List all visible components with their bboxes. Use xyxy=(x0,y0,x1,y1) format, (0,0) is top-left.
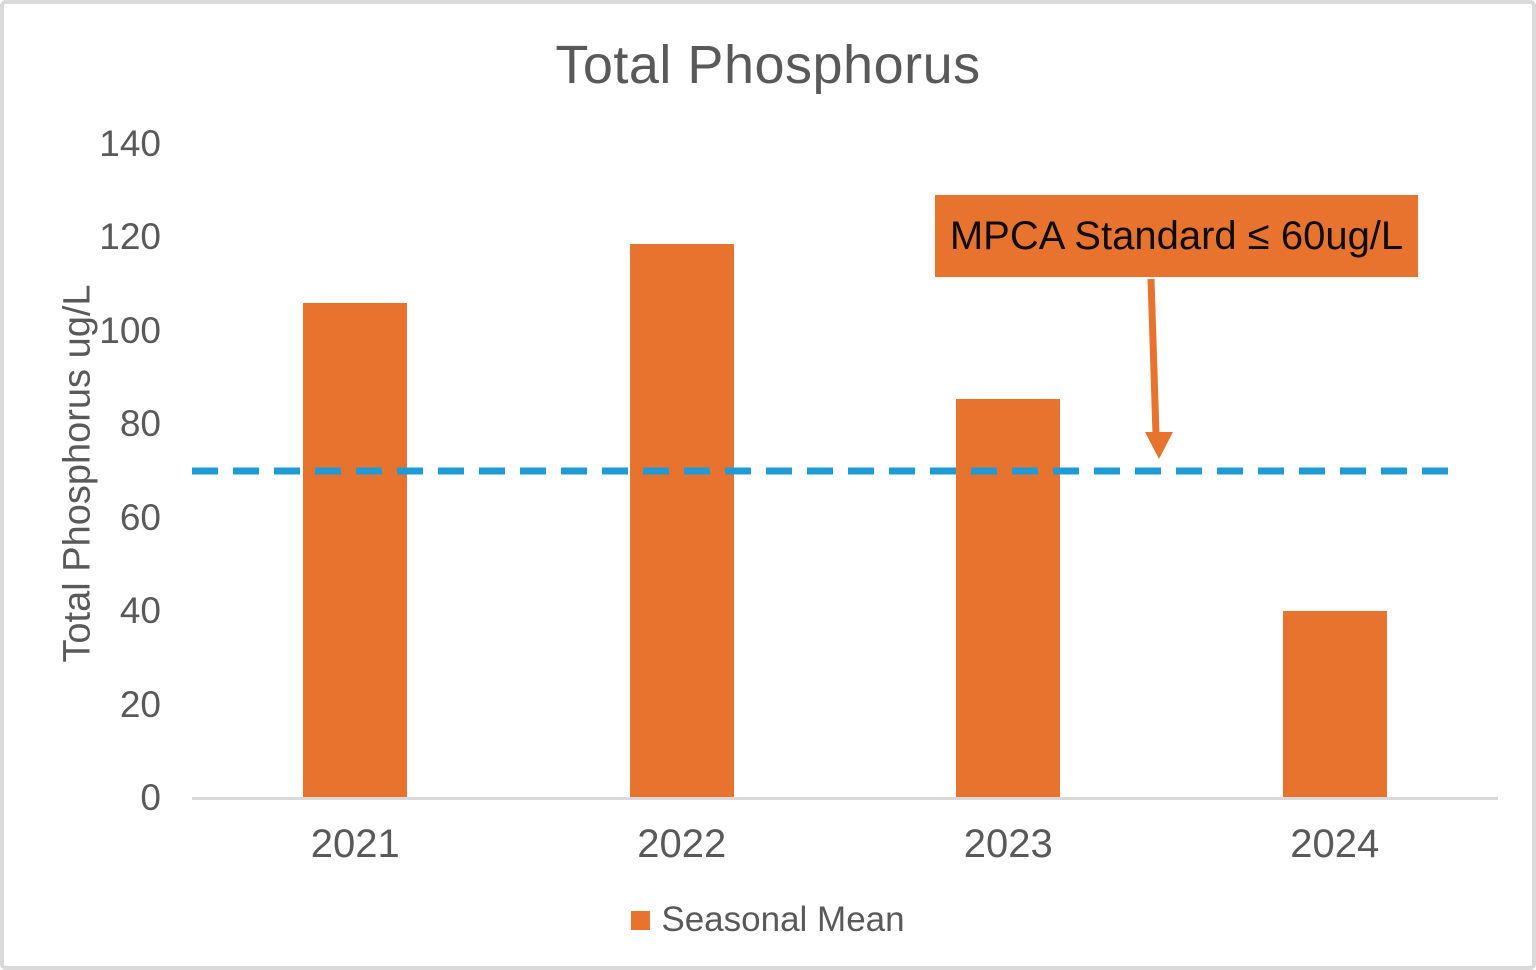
bar-2024 xyxy=(1282,611,1387,798)
y-tick-label: 40 xyxy=(119,590,161,632)
bar-2022 xyxy=(629,244,734,798)
callout-arrow-shaft xyxy=(1147,278,1160,435)
x-axis-line xyxy=(192,797,1498,800)
legend-label: Seasonal Mean xyxy=(661,900,905,939)
x-tick-label-2023: 2023 xyxy=(963,822,1053,866)
y-tick-label: 20 xyxy=(119,683,161,725)
y-tick-label: 120 xyxy=(99,216,161,258)
legend-swatch xyxy=(631,910,651,930)
x-tick-label-2021: 2021 xyxy=(310,822,400,866)
y-tick-label: 0 xyxy=(140,777,161,818)
reference-annotation-box: MPCA Standard ≤ 60ug/L xyxy=(935,195,1418,277)
x-tick-label-2024: 2024 xyxy=(1290,822,1380,866)
y-tick-label: 60 xyxy=(119,496,161,538)
x-tick-label-2022: 2022 xyxy=(637,822,727,866)
y-tick-label: 140 xyxy=(99,123,161,164)
chart-title: Total Phosphorus xyxy=(555,35,981,95)
callout-arrow-head xyxy=(1145,432,1173,459)
y-tick-label: 100 xyxy=(99,309,161,351)
bar-2023 xyxy=(956,398,1061,798)
y-tick-label: 80 xyxy=(119,403,161,445)
legend: Seasonal Mean xyxy=(4,900,1532,940)
bar-2021 xyxy=(303,302,408,798)
